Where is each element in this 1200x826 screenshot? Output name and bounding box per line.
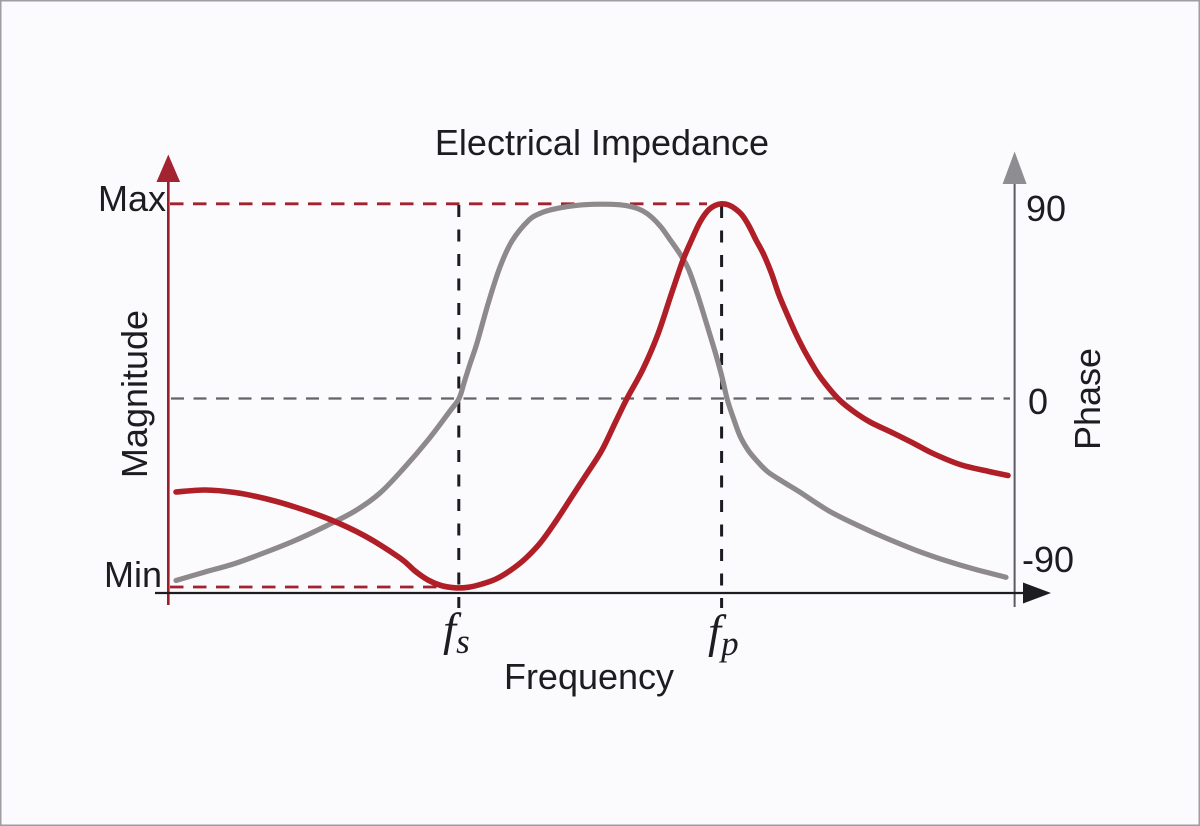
svg-text:0: 0 xyxy=(1028,381,1048,422)
svg-text:-90: -90 xyxy=(1022,539,1074,580)
svg-text:Frequency: Frequency xyxy=(504,656,674,697)
svg-text:Phase: Phase xyxy=(1067,348,1108,450)
svg-text:Max: Max xyxy=(98,178,166,219)
svg-text:Electrical Impedance: Electrical Impedance xyxy=(435,122,769,163)
svg-text:Magnitude: Magnitude xyxy=(114,310,155,478)
svg-text:90: 90 xyxy=(1026,188,1066,229)
svg-text:Min: Min xyxy=(104,554,162,595)
